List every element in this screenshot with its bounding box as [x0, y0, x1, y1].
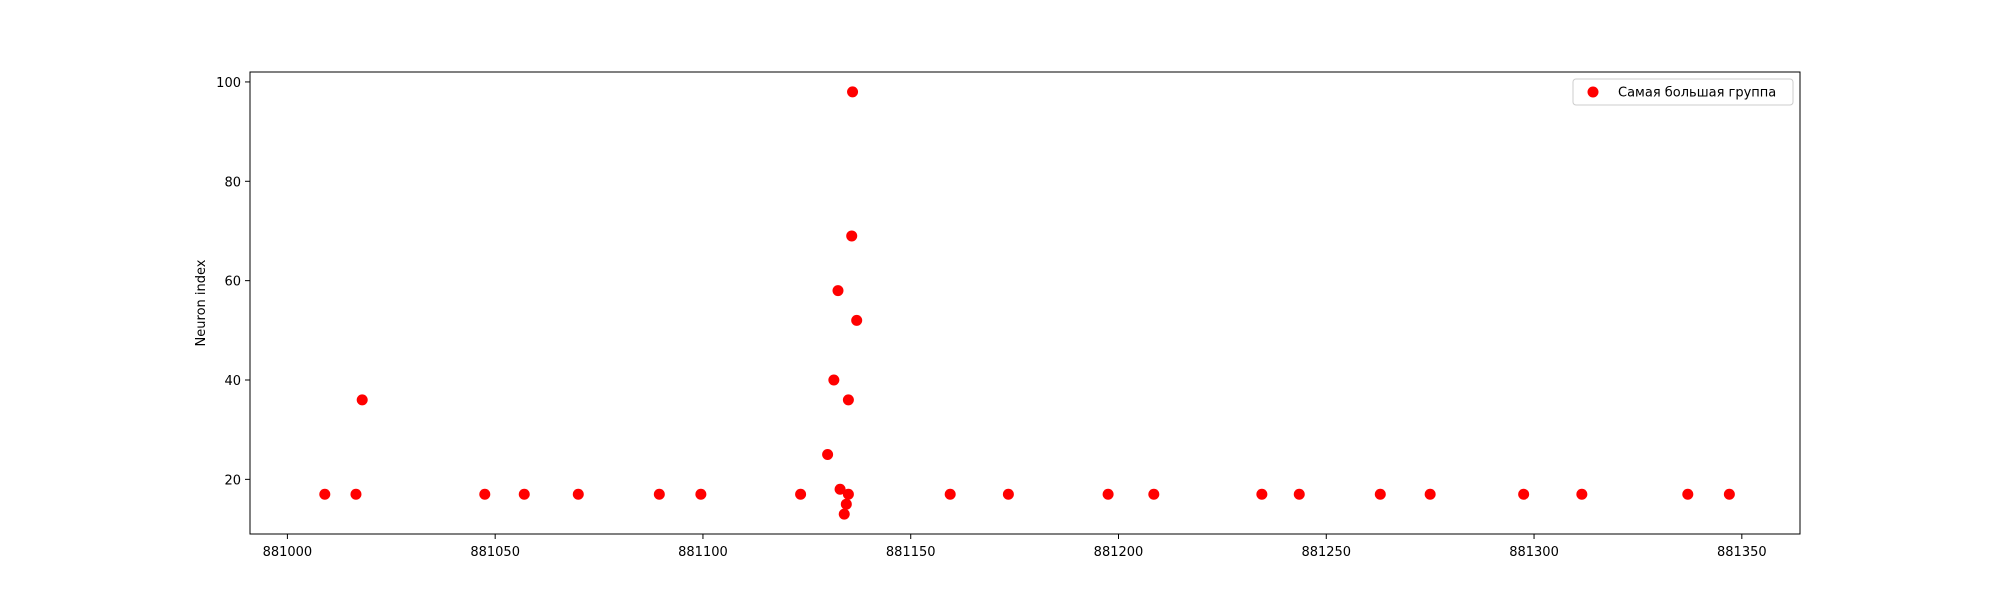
data-point [795, 488, 807, 500]
data-point [828, 374, 840, 386]
data-point [1256, 488, 1268, 500]
x-tick-label: 881200 [1094, 545, 1144, 560]
data-point [944, 488, 956, 500]
data-points [319, 86, 1735, 520]
data-point [1576, 488, 1588, 500]
y-tick-label: 80 [224, 175, 241, 190]
x-tick-label: 881250 [1301, 545, 1351, 560]
legend-label: Самая большая группа [1618, 86, 1776, 101]
data-point [1148, 488, 1160, 500]
y-tick-label: 60 [224, 275, 241, 290]
data-point [1682, 488, 1694, 500]
data-point [834, 483, 846, 495]
data-point [1723, 488, 1735, 500]
y-tick-label: 20 [224, 473, 241, 488]
x-axis: 881000 881050 881100 881150 881200 881250 8813… [263, 534, 1767, 560]
x-tick-label: 881350 [1717, 545, 1767, 560]
data-point [840, 498, 852, 510]
y-axis-label: Neuron index [194, 259, 209, 346]
data-point [356, 394, 368, 406]
data-point [1102, 488, 1114, 500]
x-tick-label: 881100 [678, 545, 728, 560]
data-point [572, 488, 584, 500]
data-point [1374, 488, 1386, 500]
y-tick-label: 100 [216, 76, 241, 91]
data-point [319, 488, 331, 500]
legend: Самая большая группа [1572, 78, 1794, 106]
data-point [518, 488, 530, 500]
data-point [842, 488, 854, 500]
data-point [1518, 488, 1530, 500]
legend-box [1572, 78, 1794, 106]
legend-marker [1587, 86, 1599, 98]
data-point [350, 488, 362, 500]
data-point [838, 508, 850, 520]
data-point [832, 285, 844, 297]
data-point [822, 449, 834, 461]
data-point [842, 394, 854, 406]
data-point [1293, 488, 1305, 500]
x-tick-label: 881000 [263, 545, 313, 560]
plot-area-frame [249, 71, 1801, 535]
x-tick-label: 881050 [470, 545, 520, 560]
y-tick-label: 40 [224, 374, 241, 389]
data-point [479, 488, 491, 500]
data-point [1424, 488, 1436, 500]
data-point [846, 230, 858, 242]
data-point [653, 488, 665, 500]
x-tick-label: 881300 [1509, 545, 1559, 560]
x-tick-label: 881150 [886, 545, 936, 560]
data-point [1002, 488, 1014, 500]
y-axis: 20 40 60 80 100 [216, 76, 250, 488]
data-point [847, 86, 859, 98]
data-point [695, 488, 707, 500]
data-point [851, 314, 863, 326]
